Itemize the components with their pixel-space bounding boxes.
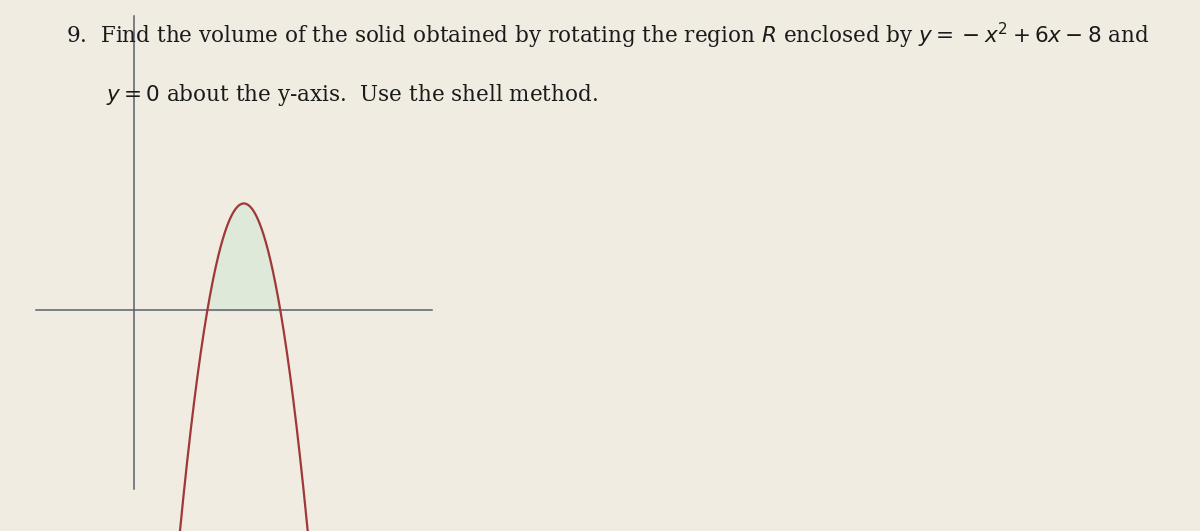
Text: 9.  Find the volume of the solid obtained by rotating the region $R$ enclosed by: 9. Find the volume of the solid obtained… bbox=[66, 21, 1150, 52]
Text: $y = 0$ about the y-axis.  Use the shell method.: $y = 0$ about the y-axis. Use the shell … bbox=[106, 82, 598, 108]
